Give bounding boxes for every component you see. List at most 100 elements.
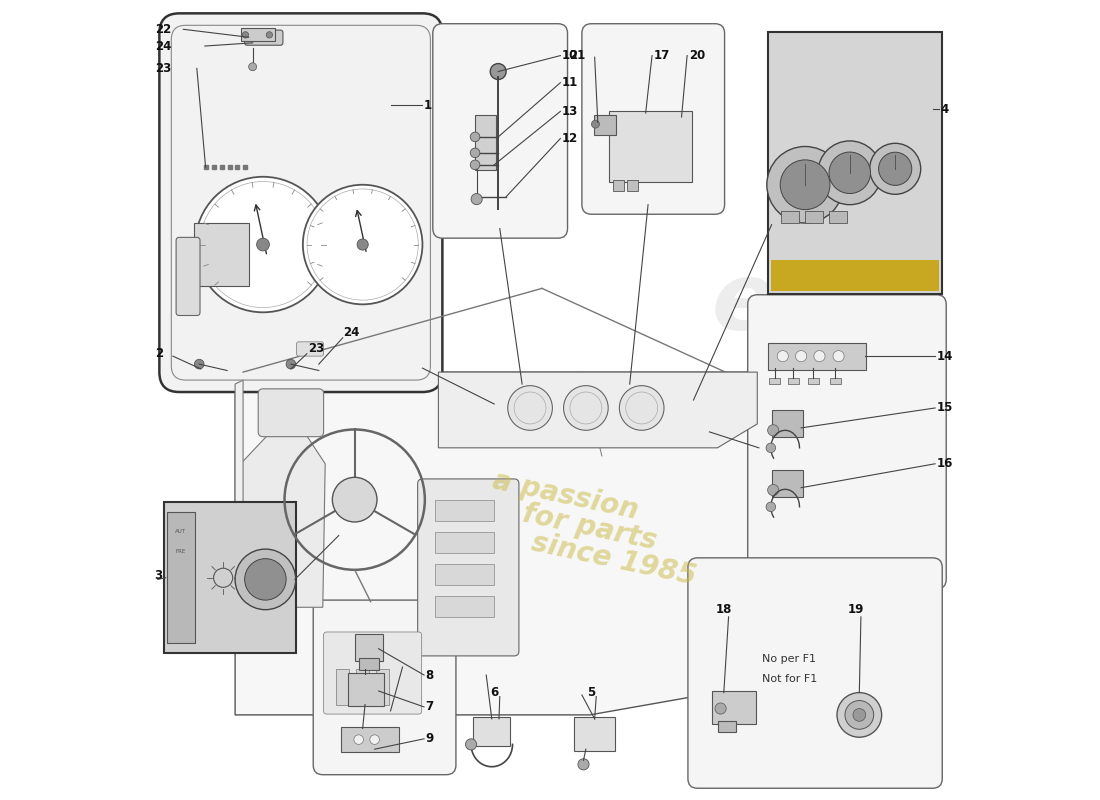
Circle shape <box>332 478 377 522</box>
Circle shape <box>471 148 480 158</box>
Circle shape <box>235 549 296 610</box>
Circle shape <box>370 735 379 744</box>
Circle shape <box>244 558 286 600</box>
FancyBboxPatch shape <box>473 718 510 746</box>
Text: 9: 9 <box>426 732 433 746</box>
Text: 17: 17 <box>653 49 670 62</box>
Text: 24: 24 <box>155 39 172 53</box>
FancyBboxPatch shape <box>771 410 803 438</box>
Circle shape <box>766 443 775 453</box>
Circle shape <box>286 359 296 369</box>
FancyBboxPatch shape <box>436 532 494 553</box>
FancyBboxPatch shape <box>768 32 943 294</box>
Circle shape <box>471 194 482 205</box>
FancyBboxPatch shape <box>258 389 323 437</box>
Text: AUT: AUT <box>175 529 186 534</box>
Circle shape <box>778 350 789 362</box>
FancyBboxPatch shape <box>771 470 803 498</box>
Text: 2: 2 <box>155 347 164 360</box>
Text: 11: 11 <box>562 76 579 90</box>
FancyBboxPatch shape <box>359 658 380 670</box>
FancyBboxPatch shape <box>475 115 496 170</box>
Circle shape <box>256 238 270 251</box>
Text: 12: 12 <box>562 132 579 145</box>
Bar <box>337 669 349 705</box>
Circle shape <box>870 143 921 194</box>
Circle shape <box>563 386 608 430</box>
Circle shape <box>768 485 779 496</box>
Text: 24: 24 <box>343 326 359 338</box>
Text: 19: 19 <box>848 603 865 616</box>
FancyBboxPatch shape <box>355 634 383 661</box>
FancyBboxPatch shape <box>194 223 249 286</box>
FancyBboxPatch shape <box>609 111 692 182</box>
FancyBboxPatch shape <box>627 180 638 191</box>
Circle shape <box>195 177 331 312</box>
Polygon shape <box>439 372 757 448</box>
Polygon shape <box>235 372 773 715</box>
Text: 5: 5 <box>587 686 595 699</box>
Text: FRE: FRE <box>176 549 186 554</box>
Circle shape <box>195 359 204 369</box>
Circle shape <box>829 152 870 194</box>
Text: 15: 15 <box>937 402 953 414</box>
FancyBboxPatch shape <box>314 600 455 774</box>
Circle shape <box>302 185 422 304</box>
Text: a passion: a passion <box>491 466 641 525</box>
Text: 20: 20 <box>689 49 705 62</box>
Text: 23: 23 <box>155 62 172 75</box>
Bar <box>769 378 780 384</box>
Polygon shape <box>235 380 243 639</box>
FancyBboxPatch shape <box>164 502 297 653</box>
FancyBboxPatch shape <box>176 238 200 315</box>
FancyBboxPatch shape <box>436 596 494 617</box>
Circle shape <box>358 239 368 250</box>
FancyBboxPatch shape <box>768 342 867 370</box>
Bar <box>829 378 842 384</box>
FancyBboxPatch shape <box>323 632 421 714</box>
Circle shape <box>768 425 779 436</box>
FancyBboxPatch shape <box>574 718 615 750</box>
Text: 14: 14 <box>937 350 953 362</box>
FancyBboxPatch shape <box>432 24 568 238</box>
Circle shape <box>465 739 476 750</box>
Circle shape <box>508 386 552 430</box>
FancyBboxPatch shape <box>718 722 736 733</box>
Circle shape <box>471 160 480 170</box>
Circle shape <box>879 152 912 186</box>
FancyBboxPatch shape <box>436 564 494 585</box>
Circle shape <box>845 701 873 730</box>
Text: 10: 10 <box>562 49 579 62</box>
Bar <box>781 211 799 223</box>
Text: 16: 16 <box>937 458 953 470</box>
FancyBboxPatch shape <box>582 24 725 214</box>
Circle shape <box>619 386 664 430</box>
Text: No per F1: No per F1 <box>762 654 816 664</box>
Text: 1: 1 <box>424 98 432 111</box>
Text: 13: 13 <box>562 105 579 118</box>
FancyBboxPatch shape <box>242 29 275 42</box>
FancyBboxPatch shape <box>688 558 943 788</box>
FancyBboxPatch shape <box>594 115 616 134</box>
Text: 6: 6 <box>491 686 498 699</box>
Bar <box>771 261 939 290</box>
Bar <box>788 378 799 384</box>
Text: 23: 23 <box>308 342 323 355</box>
Text: for parts: for parts <box>520 500 660 555</box>
Text: 18: 18 <box>716 603 732 616</box>
Circle shape <box>766 502 775 512</box>
Text: 8: 8 <box>426 669 433 682</box>
Circle shape <box>471 132 480 142</box>
FancyBboxPatch shape <box>712 691 757 725</box>
FancyBboxPatch shape <box>348 673 384 706</box>
Circle shape <box>578 758 590 770</box>
Circle shape <box>837 693 881 738</box>
Text: 21: 21 <box>570 49 586 62</box>
Bar <box>807 378 818 384</box>
FancyBboxPatch shape <box>166 512 195 643</box>
FancyBboxPatch shape <box>244 30 283 46</box>
Text: 4: 4 <box>940 102 949 115</box>
Circle shape <box>491 63 506 79</box>
Text: 3: 3 <box>154 569 162 582</box>
Circle shape <box>249 62 256 70</box>
